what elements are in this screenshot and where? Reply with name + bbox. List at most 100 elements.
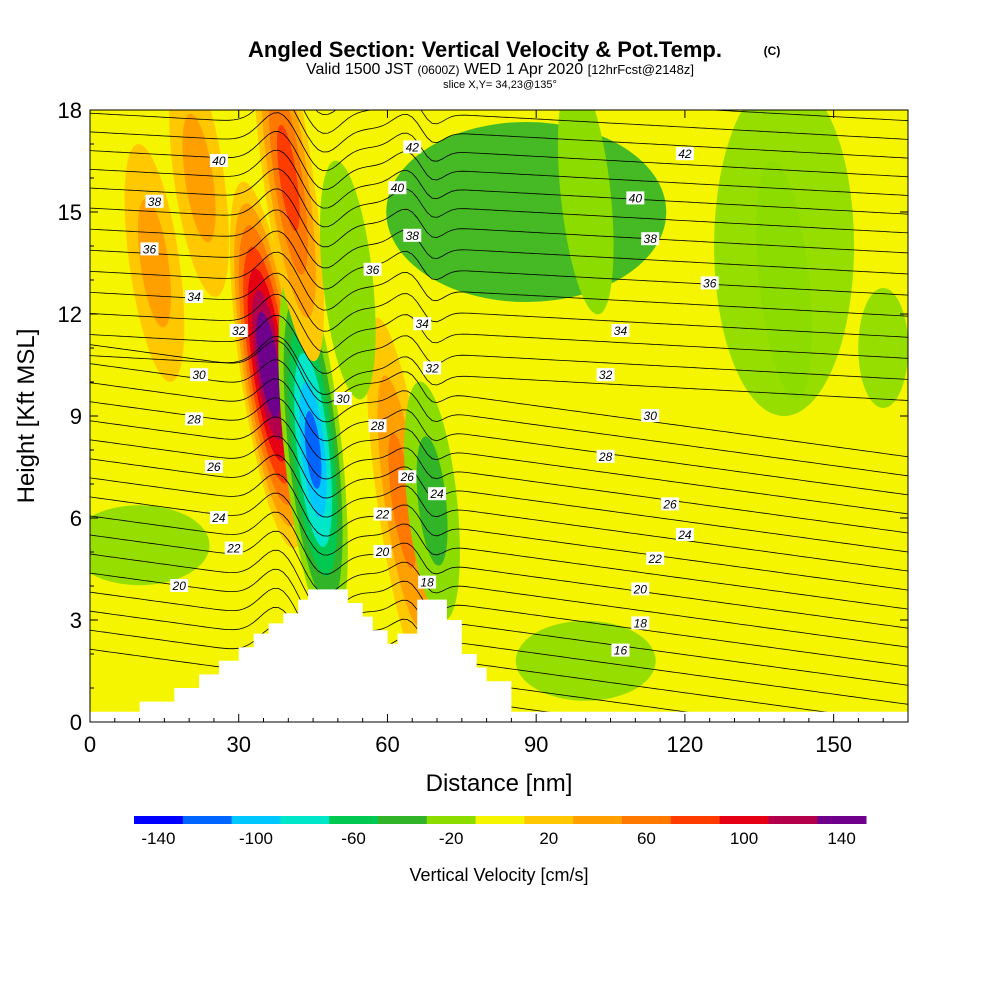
contour-label-bg xyxy=(611,643,630,657)
y-tick-label: 0 xyxy=(70,710,82,735)
contour-label-bg xyxy=(428,487,447,501)
contour-label-bg xyxy=(418,575,437,589)
contour-label-text: 22 xyxy=(226,542,241,556)
subtitle-utc: (0600Z) xyxy=(417,63,459,77)
contour-label-bg xyxy=(398,470,417,484)
chart-slice: slice X,Y= 34,23@135° xyxy=(443,79,557,91)
colorbar-swatch xyxy=(817,816,867,824)
contour-label-text: 26 xyxy=(206,460,221,474)
colorbar-swatch xyxy=(573,816,623,824)
velocity-cell xyxy=(319,160,376,400)
contour-label-bg xyxy=(363,262,382,276)
contour-label: 42 xyxy=(403,140,422,154)
colorbar-swatch xyxy=(670,816,721,824)
velocity-cell xyxy=(182,113,216,243)
pot-temp-contour xyxy=(90,454,908,572)
pot-temp-contour xyxy=(90,168,908,234)
pot-temp-contour xyxy=(90,435,908,553)
colorbar-swatch xyxy=(768,816,818,824)
contour-label-bg xyxy=(190,368,209,382)
colorbar-swatch xyxy=(719,816,769,824)
contour-label-text: 30 xyxy=(192,368,206,382)
pot-temp-contour xyxy=(90,335,908,401)
x-tick-label: 60 xyxy=(375,732,399,757)
contour-label-text: 38 xyxy=(644,232,658,246)
pot-temp-contour xyxy=(90,416,908,534)
contour-label-bg xyxy=(140,242,159,256)
velocity-region xyxy=(515,620,656,701)
colorbar-tick-label: 60 xyxy=(637,829,656,848)
y-tick-label: 15 xyxy=(58,200,82,225)
contour-label-bg xyxy=(646,551,665,565)
chart-title: Angled Section: Vertical Velocity & Pot.… xyxy=(248,37,722,62)
contour-label-bg xyxy=(631,616,650,630)
contour-label-bg xyxy=(229,324,248,337)
contour-label-bg xyxy=(373,507,392,521)
contour-label: 32 xyxy=(596,368,615,382)
x-tick-label: 90 xyxy=(524,732,548,757)
contour-label: 30 xyxy=(190,368,209,382)
colorbar-tick-label: -20 xyxy=(439,829,464,848)
pot-temp-contour xyxy=(90,397,908,515)
pot-temp-contour xyxy=(90,588,908,705)
x-axis: 0 30 60 90 120 150 xyxy=(84,110,909,757)
contour-label: 28 xyxy=(185,412,204,426)
contour-label-bg xyxy=(596,449,615,463)
contour-label-text: 40 xyxy=(212,154,226,168)
contour-label-text: 40 xyxy=(391,181,405,195)
terrain xyxy=(90,589,908,722)
y-tick-label: 3 xyxy=(70,608,82,633)
contour-label-bg xyxy=(423,361,442,375)
contour-label: 38 xyxy=(145,194,164,209)
contour-label-bg xyxy=(675,528,694,541)
contour-label-bg xyxy=(368,419,387,433)
colorbar-swatch xyxy=(134,816,184,824)
contour-label-bg xyxy=(631,582,650,596)
y-tick-label: 6 xyxy=(70,506,82,531)
colorbar-swatch xyxy=(378,816,428,824)
contour-label-bg xyxy=(388,181,407,195)
contour-label: 32 xyxy=(423,361,442,375)
pot-temp-contour xyxy=(90,568,908,686)
contour-label-text: 26 xyxy=(662,497,677,511)
contour-label-bg xyxy=(373,545,392,558)
contour-label: 30 xyxy=(333,392,352,406)
contour-label: 22 xyxy=(646,551,665,566)
velocity-cell xyxy=(304,411,322,489)
contour-label-text: 42 xyxy=(678,147,692,161)
contour-labels: 40 38 36 34 32 30 28 26 24 22 20 42 40 38 36 34 32 30 28 26… xyxy=(140,140,719,658)
contour-label: 32 xyxy=(229,324,248,338)
contour-label-bg xyxy=(185,412,204,426)
contour-label-text: 38 xyxy=(406,229,420,243)
contour-label-text: 38 xyxy=(148,195,162,209)
velocity-region xyxy=(858,288,908,408)
contour-label: 20 xyxy=(373,545,392,559)
contour-label: 40 xyxy=(209,154,228,168)
colorbar-tick-label: 100 xyxy=(730,829,758,848)
contour-label-text: 36 xyxy=(143,242,157,256)
colorbar-tick-label: -100 xyxy=(239,829,273,848)
colorbar-tick-label: -60 xyxy=(341,829,366,848)
contour-label: 38 xyxy=(641,232,660,246)
contour-label-text: 20 xyxy=(172,579,187,593)
velocity-region xyxy=(90,505,210,586)
contour-label-bg xyxy=(596,368,615,382)
x-tick-label: 0 xyxy=(84,732,96,757)
colorbar-tick-label: 140 xyxy=(827,829,855,848)
contour-label-text: 28 xyxy=(186,412,201,426)
contour-label: 28 xyxy=(596,449,615,464)
contour-label-text: 30 xyxy=(644,409,658,423)
contour-label: 36 xyxy=(700,276,719,290)
colorbar-swatch xyxy=(622,816,672,824)
contour-label-bg xyxy=(403,140,422,154)
contour-label-bg xyxy=(224,541,243,555)
contour-label-text: 28 xyxy=(598,450,613,464)
contour-label-text: 32 xyxy=(425,361,439,375)
velocity-cell xyxy=(137,198,172,328)
velocity-cell xyxy=(277,124,300,232)
pot-temp-contour xyxy=(90,549,908,667)
pot-temp-contour xyxy=(90,511,908,629)
pot-temp-contour xyxy=(90,473,908,591)
